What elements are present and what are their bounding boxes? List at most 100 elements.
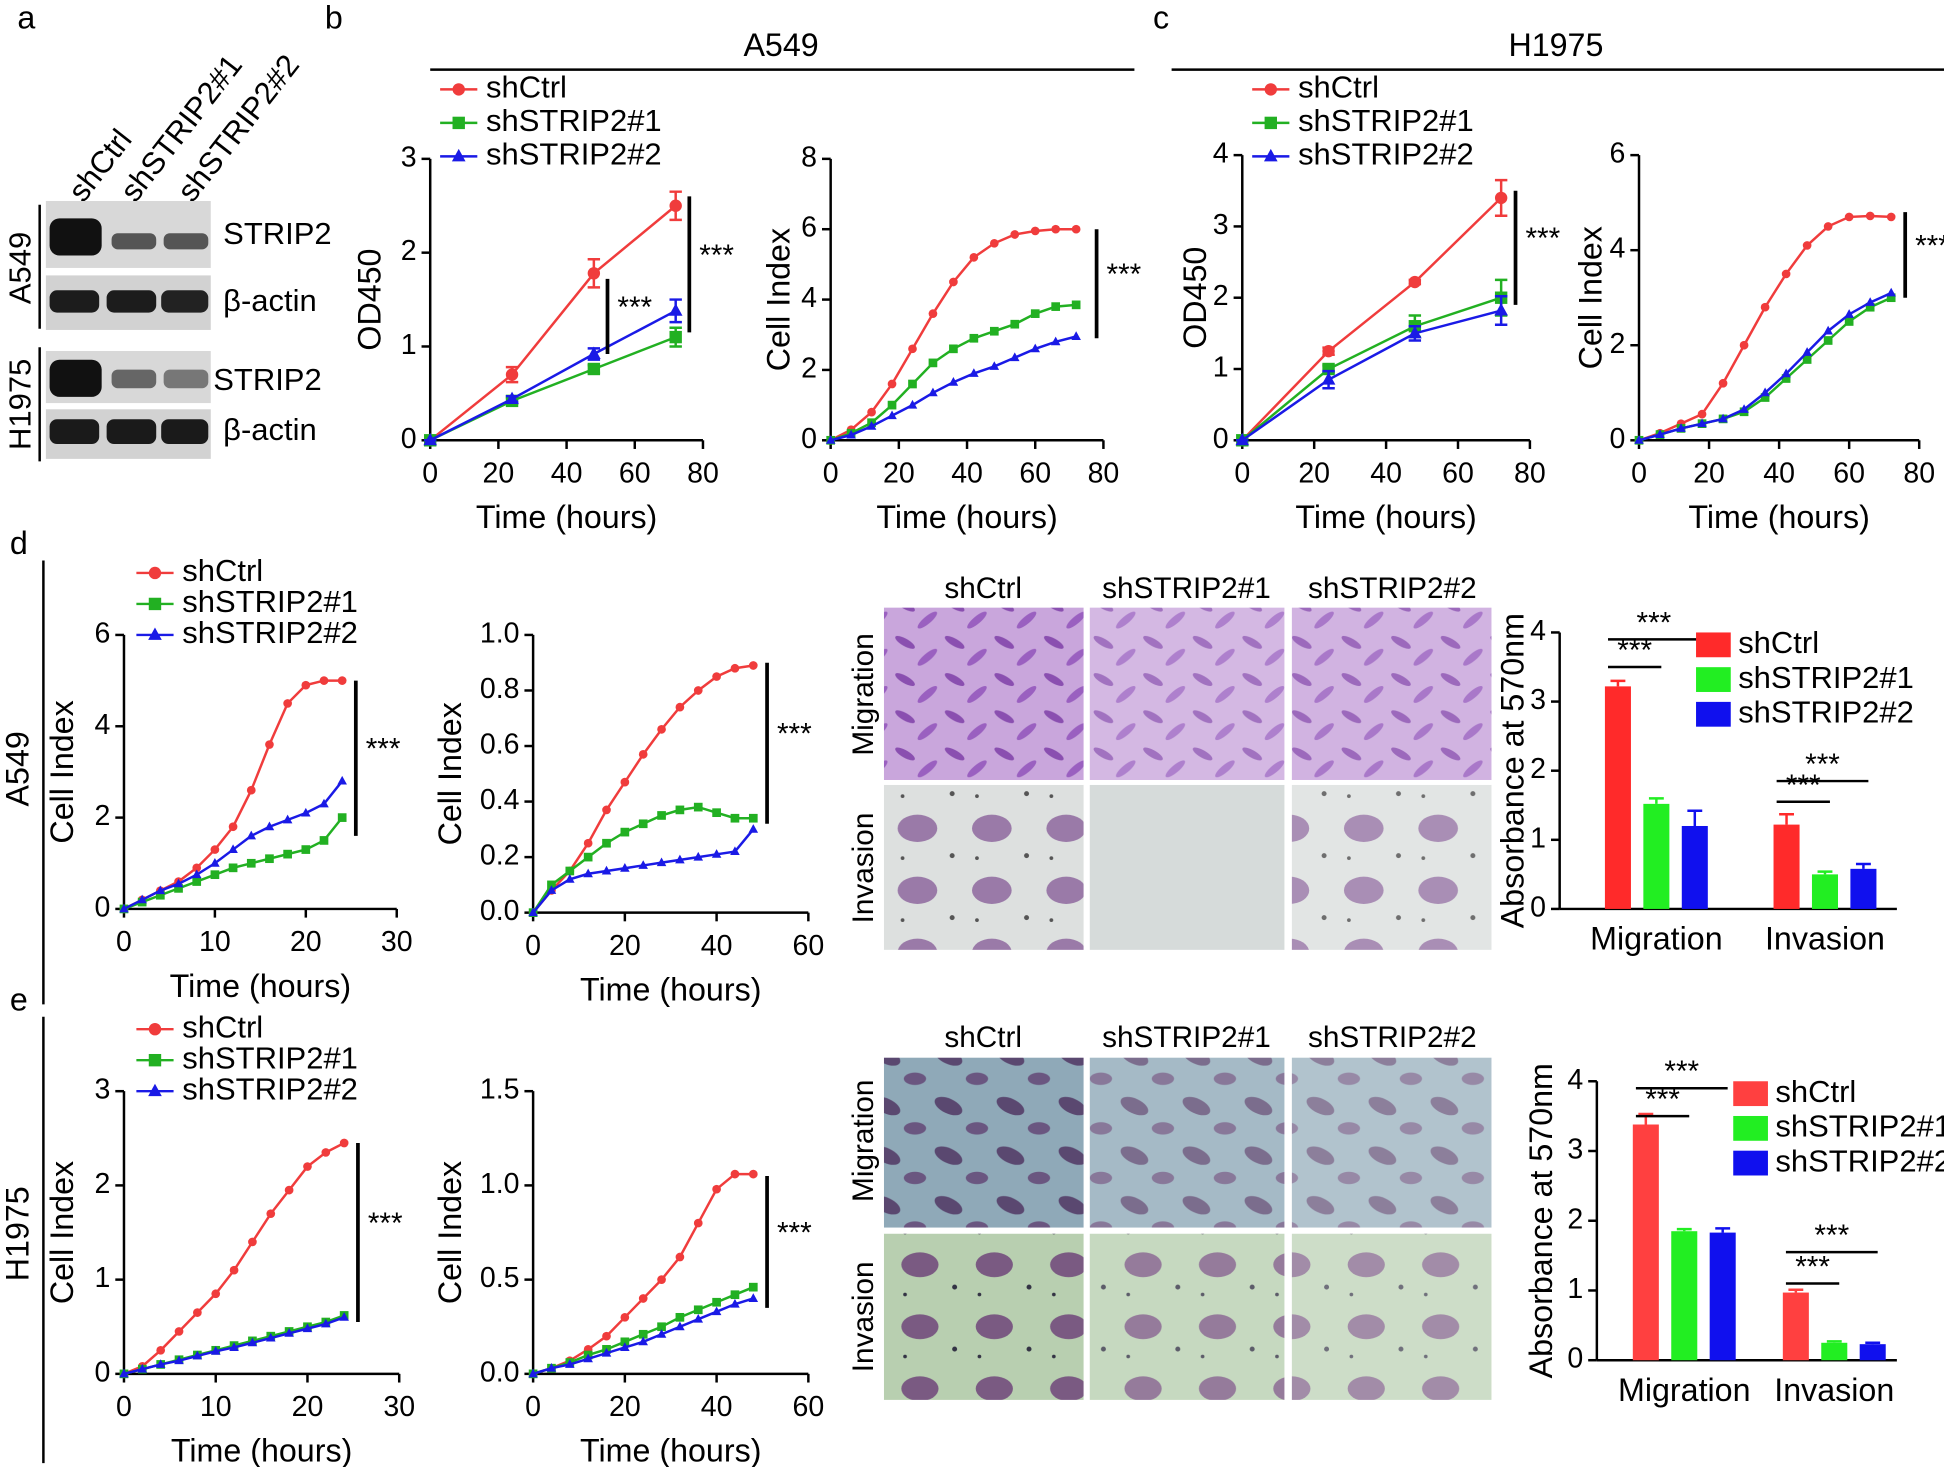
line-chart: 0.0 0.2 0.4 0.6 0.8 1.0 Cell Index 0 20 40 60 Time … xyxy=(432,617,824,1007)
marker xyxy=(1718,378,1728,388)
micrograph xyxy=(1089,1233,1285,1400)
marker xyxy=(908,344,917,354)
annotation: *** xyxy=(617,291,652,324)
marker xyxy=(1050,336,1061,346)
marker xyxy=(887,379,897,389)
y-tick-label: 8 xyxy=(801,141,817,173)
error-bar xyxy=(1610,679,1626,687)
marker xyxy=(1264,116,1277,130)
marker xyxy=(675,1252,685,1262)
legend-label: shSTRIP2#1 xyxy=(1775,1109,1944,1144)
marker xyxy=(693,1313,704,1323)
x-tick-label: 60 xyxy=(1442,458,1474,490)
marker xyxy=(730,663,740,673)
marker xyxy=(119,903,129,913)
marker xyxy=(583,868,593,878)
y-axis-label: Absorbance at 570nm xyxy=(1495,613,1531,928)
legend-label: shSTRIP2#2 xyxy=(182,615,358,650)
bar xyxy=(1671,1231,1698,1361)
marker xyxy=(638,1294,648,1303)
marker xyxy=(1802,347,1812,356)
series-line xyxy=(830,227,1077,442)
marker xyxy=(620,1337,630,1347)
marker xyxy=(730,1290,740,1300)
marker xyxy=(748,824,759,833)
cell-line-label: A549 xyxy=(3,232,38,304)
error-bar xyxy=(1676,1227,1692,1232)
marker xyxy=(193,1308,202,1317)
marker xyxy=(1697,409,1707,419)
y-tick-label: 0.6 xyxy=(480,729,520,761)
marker xyxy=(825,435,836,444)
marker xyxy=(711,1306,722,1316)
marker xyxy=(657,811,666,820)
annotation: *** xyxy=(1617,634,1652,667)
x-tick-label: 0 xyxy=(525,930,541,962)
marker xyxy=(583,838,593,848)
marker xyxy=(675,1321,685,1331)
y-axis-label: OD450 xyxy=(351,249,387,351)
micrograph xyxy=(1291,784,1492,950)
band xyxy=(106,290,157,313)
y-tick-label: 1.0 xyxy=(480,1168,520,1200)
marker xyxy=(284,1185,294,1195)
x-tick-label: 40 xyxy=(1370,458,1402,490)
marker xyxy=(675,854,685,864)
x-tick-label: 20 xyxy=(609,930,641,962)
y-tick-label: 0 xyxy=(801,423,817,455)
x-tick-label: 20 xyxy=(483,458,515,490)
y-tick-label: 3 xyxy=(1567,1134,1583,1166)
marker xyxy=(192,1350,203,1360)
x-tick-label: 60 xyxy=(792,930,824,962)
series-line xyxy=(1638,214,1892,442)
marker xyxy=(452,116,465,130)
marker xyxy=(587,267,601,280)
y-tick-label: 2 xyxy=(401,235,417,267)
marker xyxy=(1823,336,1833,345)
y-tick-label: 0.0 xyxy=(480,1356,520,1388)
y-tick-label: 4 xyxy=(1567,1064,1583,1096)
marker xyxy=(284,1328,294,1337)
bar xyxy=(1643,803,1670,909)
column-label: shSTRIP2#2 xyxy=(1308,1021,1477,1054)
marker xyxy=(148,597,162,611)
panel-label: c xyxy=(1153,0,1169,36)
marker xyxy=(1823,222,1833,231)
column-label: shSTRIP2#1 xyxy=(1102,1021,1271,1054)
micrograph xyxy=(1291,1057,1492,1228)
y-tick-label: 4 xyxy=(1530,615,1546,647)
legend-label: shSTRIP2#1 xyxy=(1738,660,1914,695)
marker xyxy=(1760,393,1770,402)
marker xyxy=(583,852,593,862)
x-axis-label: Time (hours) xyxy=(170,968,351,1004)
annotation: *** xyxy=(368,1207,403,1240)
x-tick-label: 40 xyxy=(701,1391,733,1423)
marker xyxy=(546,885,557,894)
y-tick-label: 3 xyxy=(94,1074,110,1106)
x-tick-label: 80 xyxy=(687,458,719,490)
y-tick-label: 1 xyxy=(1213,352,1229,384)
marker xyxy=(638,1336,648,1346)
y-tick-label: 2 xyxy=(1530,753,1546,785)
y-tick-label: 0 xyxy=(94,1356,110,1388)
marker xyxy=(1010,230,1020,239)
marker xyxy=(156,1345,166,1355)
error-bar xyxy=(1779,812,1794,825)
y-tick-label: 1.0 xyxy=(480,617,520,649)
line-chart: 0.0 0.5 1.0 1.5 Cell Index 0 20 40 60 Time (hours… xyxy=(432,1074,824,1467)
y-tick-label: 0.5 xyxy=(480,1262,520,1294)
band xyxy=(161,419,209,445)
marker xyxy=(192,863,202,873)
legend-label: shCtrl xyxy=(1738,625,1819,660)
marker xyxy=(528,1368,538,1378)
marker xyxy=(587,346,601,359)
marker xyxy=(693,1305,703,1315)
marker xyxy=(989,326,999,336)
marker xyxy=(303,1162,312,1171)
bar xyxy=(1773,824,1800,909)
marker xyxy=(1051,302,1061,311)
band xyxy=(111,369,157,389)
x-tick-label: Migration xyxy=(1618,1372,1751,1408)
marker xyxy=(867,407,876,417)
